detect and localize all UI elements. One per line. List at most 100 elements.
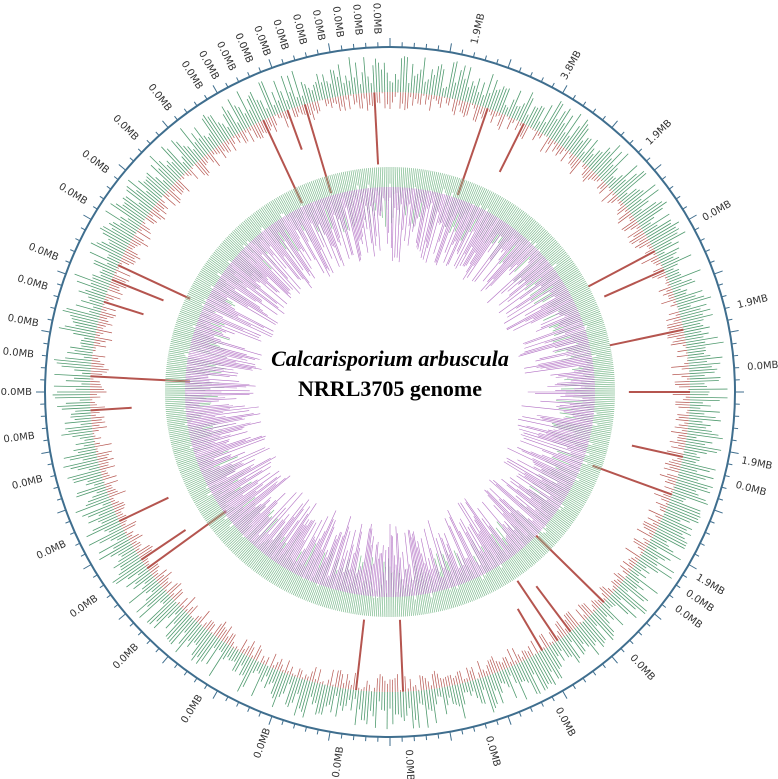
track-spike (479, 530, 502, 565)
scale-tick (704, 249, 710, 253)
track-spike (534, 269, 555, 286)
scale-tick (507, 59, 512, 68)
track-spike (477, 678, 486, 704)
track-spike (445, 97, 448, 104)
track-spike (566, 343, 590, 350)
track-spike (438, 194, 447, 223)
track-spike (663, 493, 672, 498)
track-spike (545, 532, 558, 543)
scale-tick (193, 101, 198, 107)
track-spike (551, 143, 559, 152)
track-spike (366, 92, 369, 111)
track-spike (500, 231, 518, 253)
track-spike (541, 454, 580, 471)
track-spike (569, 160, 582, 175)
track-spike (98, 319, 109, 323)
track-spike (517, 459, 572, 489)
track-spike (262, 660, 266, 665)
track-spike (102, 269, 115, 276)
track-spike (559, 306, 577, 316)
track-spike (282, 669, 284, 673)
track-spike (494, 86, 505, 112)
track-spike (176, 456, 198, 464)
track-spike (97, 326, 104, 329)
track-spike (98, 508, 115, 516)
scale-tick (709, 260, 715, 264)
scale-tick (293, 55, 296, 61)
track-spike (371, 187, 377, 237)
scale-tick (41, 354, 47, 357)
track-spike (332, 97, 335, 103)
track-spike (530, 451, 579, 473)
track-spike (670, 496, 684, 503)
track-spike (217, 146, 227, 159)
track-spike (284, 520, 313, 568)
track-spike (435, 538, 452, 588)
track-spike (566, 634, 572, 643)
track-spike (92, 306, 102, 310)
track-spike (639, 553, 642, 556)
track-spike (185, 405, 245, 412)
track-spike (189, 422, 251, 437)
track-spike (371, 92, 373, 107)
track-spike (646, 243, 652, 247)
track-spike (291, 70, 303, 106)
track-spike (198, 459, 215, 466)
track-spike (199, 454, 232, 468)
track-spike (453, 209, 484, 267)
track-spike (215, 466, 272, 501)
track-spike (186, 406, 259, 416)
track-spike (686, 438, 713, 444)
track-spike (412, 168, 416, 191)
track-spike (689, 371, 715, 375)
track-spike (540, 400, 595, 405)
track-spike (617, 572, 626, 580)
track-spike (451, 82, 457, 99)
scale-tick (155, 131, 160, 136)
track-spike (547, 384, 595, 387)
track-spike (423, 690, 429, 728)
track-spike (597, 599, 603, 605)
track-spike (124, 250, 141, 260)
track-spike (672, 288, 681, 293)
track-spike (335, 687, 341, 717)
track-spike (334, 96, 337, 104)
track-spike (334, 558, 345, 590)
track-spike (383, 62, 386, 93)
track-spike (262, 231, 301, 280)
track-spike (555, 641, 562, 652)
track-spike (449, 571, 456, 587)
track-spike (273, 548, 283, 562)
track-spike (308, 87, 313, 103)
track-spike (624, 209, 629, 212)
track-spike (287, 539, 305, 570)
track-spike (120, 557, 141, 571)
track-spike (399, 92, 401, 109)
track-spike (284, 660, 290, 674)
track-spike (345, 95, 347, 100)
track-spike (594, 599, 601, 607)
track-spike (689, 380, 719, 382)
track-spike (564, 309, 579, 317)
track-spike (414, 168, 418, 188)
track-spike (564, 149, 567, 152)
track-spike (469, 680, 474, 692)
track-spike (322, 532, 342, 586)
scale-label: 0.0MB (350, 4, 364, 36)
track-spike (191, 632, 212, 661)
track-spike (120, 216, 139, 229)
scale-tick (304, 52, 308, 58)
track-spike (633, 538, 648, 547)
track-spike (110, 203, 142, 225)
track-spike (213, 287, 276, 325)
track-spike (552, 455, 581, 468)
track-spike (653, 260, 660, 264)
track-spike (251, 240, 301, 294)
scale-tick (162, 120, 169, 129)
track-spike (104, 523, 121, 532)
scale-label: 0.0MB (111, 642, 141, 672)
track-spike (187, 413, 254, 425)
track-spike (113, 539, 130, 549)
track-spike (517, 424, 589, 444)
scale-label: 0.0MB (35, 539, 68, 562)
